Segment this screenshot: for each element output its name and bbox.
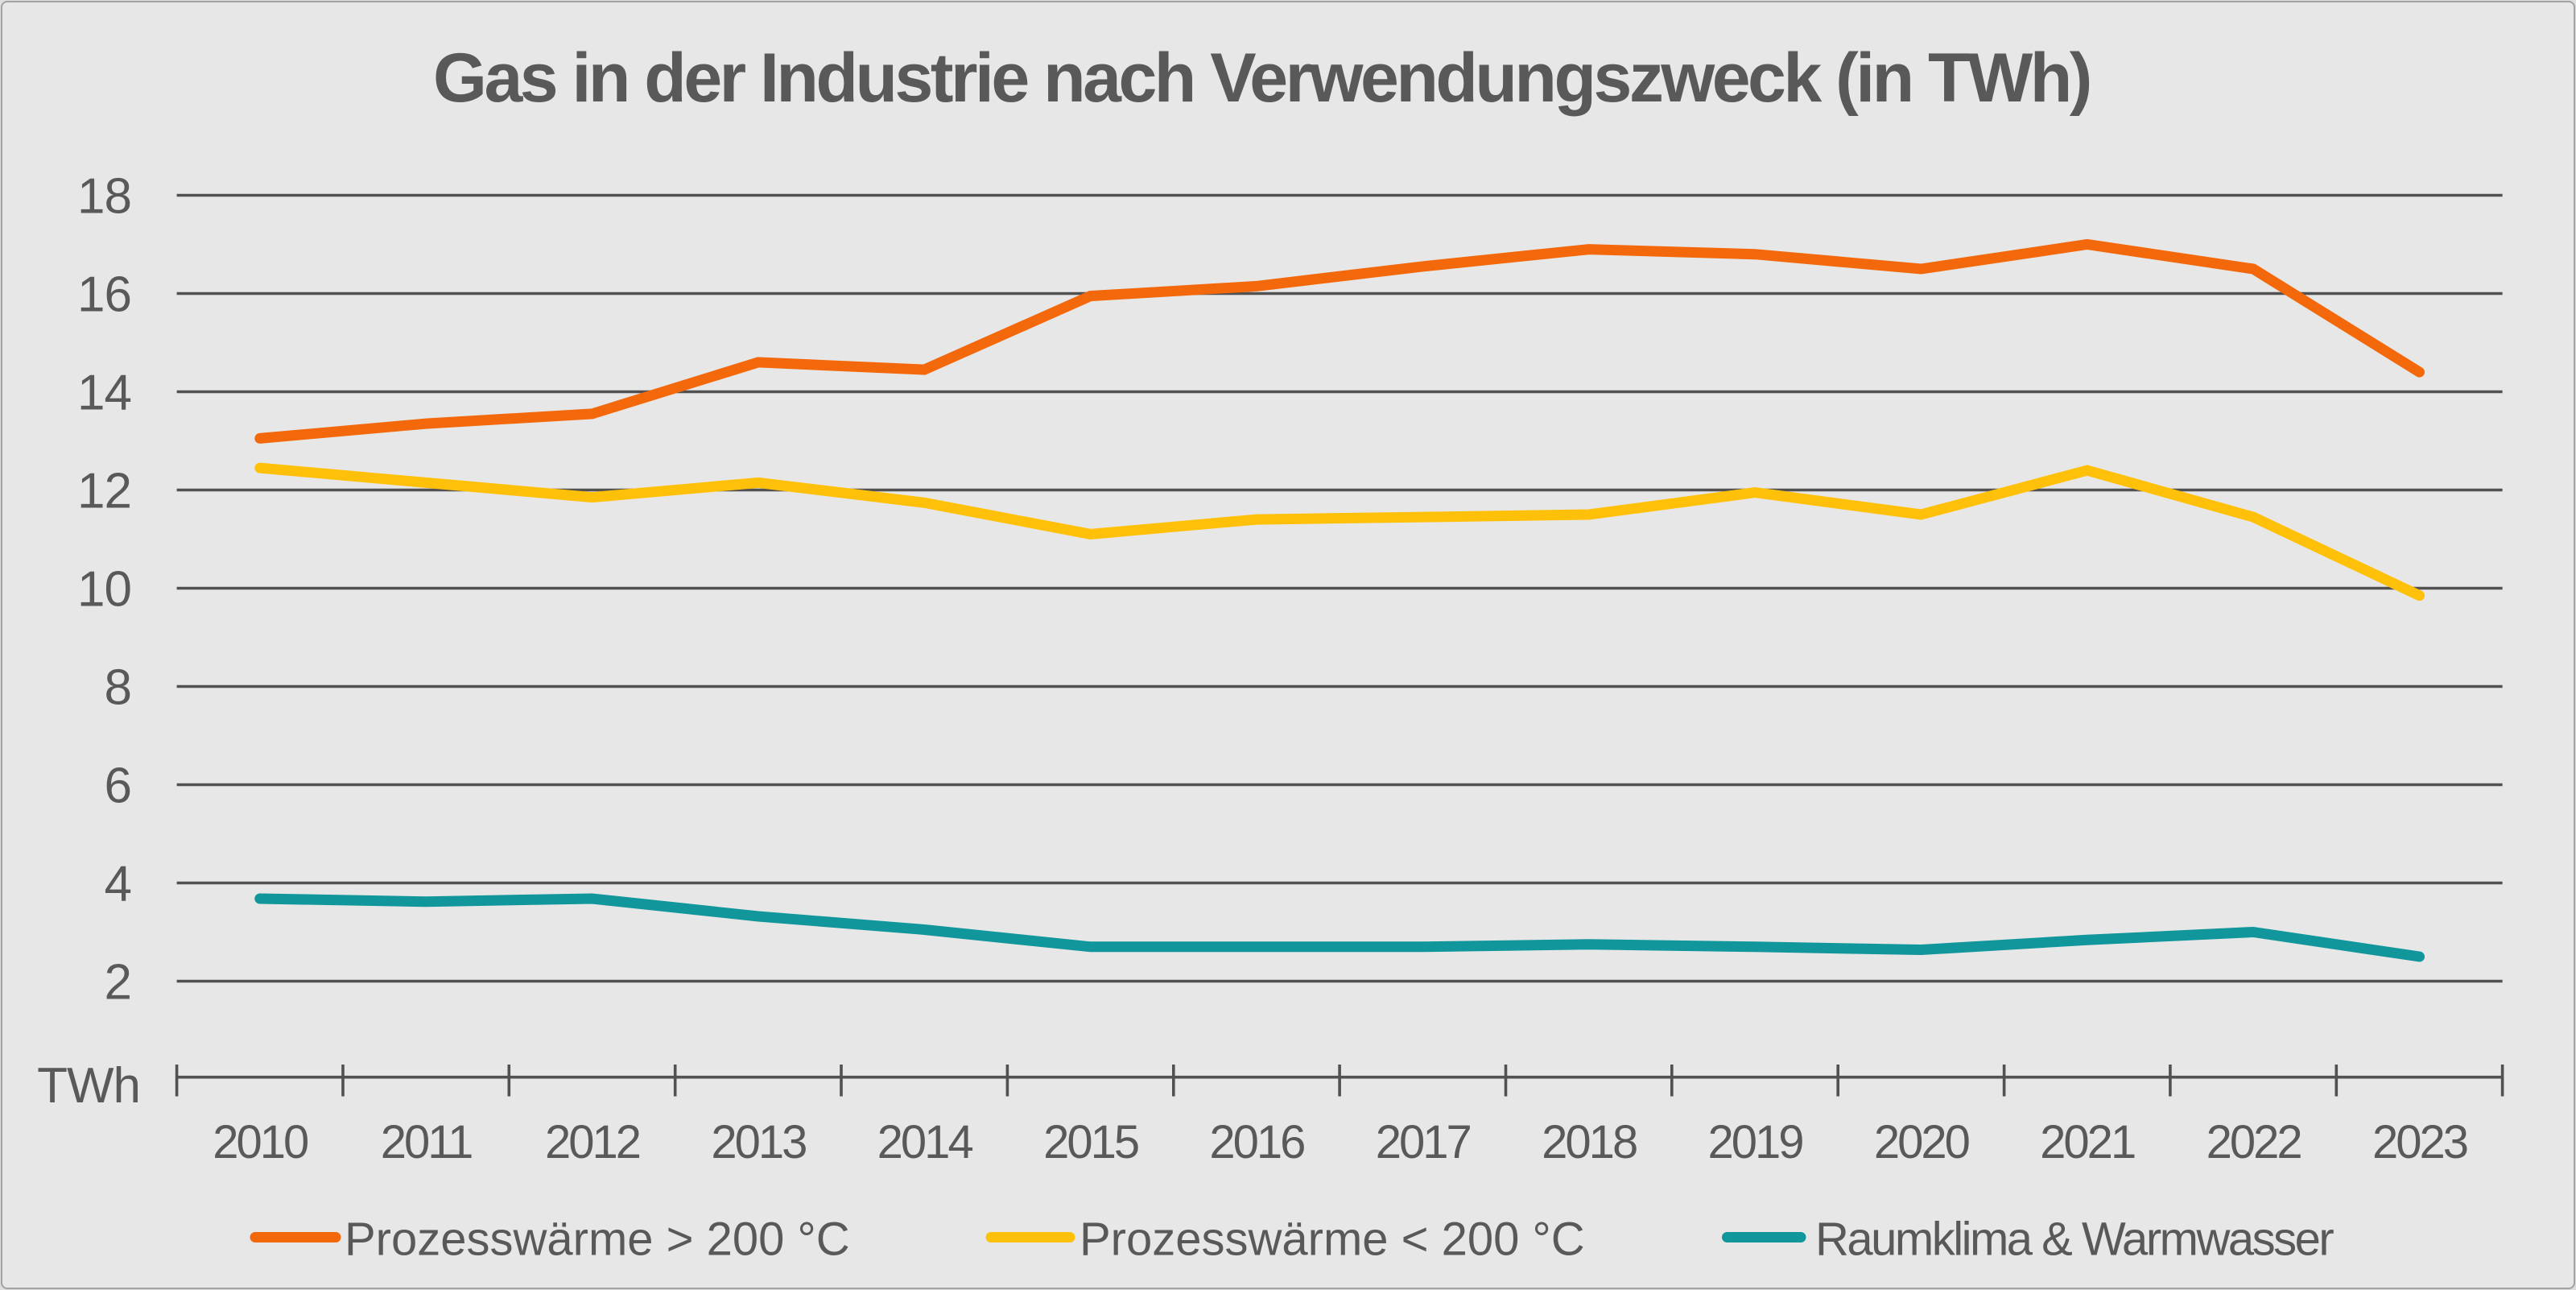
svg-text:6: 6 bbox=[105, 759, 131, 814]
svg-text:2018: 2018 bbox=[1542, 1116, 1637, 1168]
svg-text:2023: 2023 bbox=[2372, 1116, 2467, 1168]
svg-text:10: 10 bbox=[77, 562, 131, 618]
svg-text:2011: 2011 bbox=[381, 1116, 472, 1168]
svg-text:TWh: TWh bbox=[37, 1058, 140, 1114]
svg-text:16: 16 bbox=[77, 267, 131, 323]
svg-text:2012: 2012 bbox=[545, 1116, 640, 1168]
svg-text:Prozesswärme > 200 °C: Prozesswärme > 200 °C bbox=[345, 1214, 850, 1266]
svg-text:Raumklima & Warmwasser: Raumklima & Warmwasser bbox=[1815, 1214, 2334, 1266]
svg-text:12: 12 bbox=[77, 464, 131, 519]
svg-text:2021: 2021 bbox=[2040, 1116, 2135, 1168]
svg-text:8: 8 bbox=[105, 660, 131, 716]
svg-text:2016: 2016 bbox=[1209, 1116, 1304, 1168]
svg-text:18: 18 bbox=[77, 169, 131, 225]
svg-text:2015: 2015 bbox=[1043, 1116, 1138, 1168]
svg-text:2017: 2017 bbox=[1376, 1116, 1471, 1168]
svg-text:4: 4 bbox=[105, 857, 131, 912]
svg-text:2010: 2010 bbox=[213, 1116, 308, 1168]
svg-text:2014: 2014 bbox=[877, 1116, 973, 1168]
svg-text:Gas in der Industrie nach Verw: Gas in der Industrie nach Verwendungszwe… bbox=[433, 39, 2090, 117]
svg-text:2022: 2022 bbox=[2207, 1116, 2301, 1168]
svg-text:2013: 2013 bbox=[711, 1116, 806, 1168]
svg-text:2019: 2019 bbox=[1707, 1116, 1802, 1168]
svg-text:Prozesswärme < 200 °C: Prozesswärme < 200 °C bbox=[1080, 1214, 1585, 1266]
svg-text:2020: 2020 bbox=[1874, 1116, 1969, 1168]
svg-text:2: 2 bbox=[105, 955, 131, 1011]
svg-text:14: 14 bbox=[77, 366, 131, 421]
